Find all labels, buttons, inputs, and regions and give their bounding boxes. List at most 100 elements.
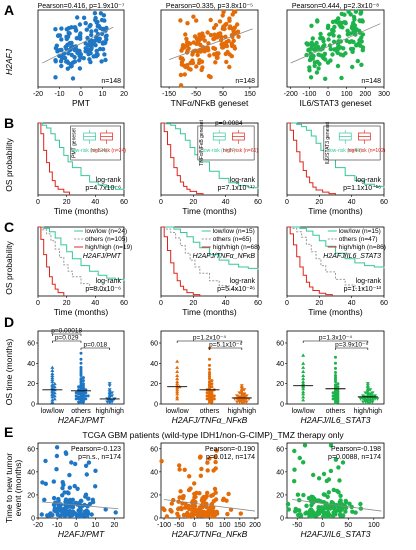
scatter-point xyxy=(331,28,336,34)
dot-plot-point xyxy=(52,381,57,386)
scatter-point xyxy=(212,36,217,41)
y-axis-title-e-line2: event (months) xyxy=(13,459,23,516)
scatter-point xyxy=(60,485,65,491)
scatter-point xyxy=(72,483,77,489)
y-tick-label: 0 xyxy=(280,402,284,409)
plot-frame xyxy=(286,9,385,88)
scatter-point xyxy=(330,52,335,57)
dot-plot-point xyxy=(175,387,180,392)
x-tick-label: 60 xyxy=(120,199,128,206)
dot-plot-point xyxy=(208,363,211,367)
x-tick-label: 300 xyxy=(378,91,390,98)
legend-high-risk: high-risk (n=24) xyxy=(91,148,126,154)
dot-plot-point xyxy=(210,385,214,389)
scatter-point xyxy=(220,13,225,18)
dot-plot-point xyxy=(52,391,57,395)
scatter-point xyxy=(185,21,190,26)
x-tick-label: 60 xyxy=(254,300,262,307)
x-tick-label: 60 xyxy=(380,199,388,206)
trend-line xyxy=(41,501,119,510)
x-tick-label: -50 xyxy=(174,522,184,529)
scatter-point xyxy=(67,472,72,478)
panel-d-1: low/low others high/high 0 20 40 60 p=0.00018p=… xyxy=(27,328,125,425)
x-tick-label: 0 xyxy=(159,199,163,206)
dot-plot-point xyxy=(368,392,373,396)
dot-plot-point xyxy=(74,394,78,398)
scatter-point xyxy=(59,47,64,53)
x-tick-label: 150 xyxy=(244,91,256,98)
dot-plot-point xyxy=(331,394,335,398)
y-axis-title-e-line1: Time to new tumor xyxy=(4,453,14,523)
scatter-point xyxy=(216,33,222,39)
trend-line xyxy=(163,499,256,512)
scatter-point xyxy=(302,443,308,448)
x-tick-label: -150 xyxy=(162,91,176,98)
category-label: others xyxy=(200,408,220,415)
scatter-point xyxy=(191,14,196,19)
dot-plot-point xyxy=(363,391,368,395)
scatter-point xyxy=(184,43,190,48)
scatter-point xyxy=(93,15,98,21)
dot-plot-point xyxy=(79,377,83,381)
scatter-point xyxy=(86,52,91,57)
dot-plot-point xyxy=(50,395,55,399)
scatter-point xyxy=(73,511,78,516)
scatter-point xyxy=(83,21,88,26)
dot-plot-point xyxy=(81,382,85,386)
scatter-point xyxy=(322,52,327,58)
x-tick-label: 200 xyxy=(360,91,372,98)
dot-plot-point xyxy=(175,381,180,386)
scatter-point xyxy=(66,30,71,36)
scatter-point xyxy=(54,445,60,450)
dot-plot-point xyxy=(334,376,337,380)
scatter-point xyxy=(183,32,188,37)
scatter-point xyxy=(315,18,320,23)
scatter-point xyxy=(310,56,315,61)
legend-low-risk: low-risk (n=124) xyxy=(72,148,108,154)
scatter-point xyxy=(94,20,99,25)
dot-plot-point xyxy=(52,384,57,389)
scatter-point xyxy=(58,502,64,507)
dot-plot-point xyxy=(84,397,88,401)
scatter-point xyxy=(323,510,328,516)
scatter-point xyxy=(81,15,87,20)
dot-plot-point xyxy=(50,392,55,396)
scatter-point xyxy=(204,47,209,52)
panel-label-a: A xyxy=(4,2,14,18)
x-tick-label: 0 xyxy=(36,199,40,206)
survival-curve xyxy=(287,226,366,290)
scatter-point xyxy=(328,443,334,448)
scatter-point xyxy=(332,504,337,510)
dot-plot-point xyxy=(107,401,112,405)
dot-plot-point xyxy=(336,394,340,398)
scatter-point xyxy=(301,460,306,465)
dot-plot-point xyxy=(79,351,83,355)
scatter-point xyxy=(84,27,90,32)
x-tick-label: 50 xyxy=(206,522,214,529)
scatter-point xyxy=(209,511,214,516)
dot-plot-point xyxy=(107,388,112,392)
dot-plot-point xyxy=(212,394,216,398)
dot-plot-point xyxy=(175,365,180,369)
scatter-point xyxy=(221,45,226,50)
scatter-point xyxy=(332,24,337,30)
scatter-point xyxy=(60,493,65,498)
panel-a-1: -20 -10 0 10 20 Pearson=0.416, p=1.9x10⁻⁷ n=14… xyxy=(33,3,128,108)
dot-plot-point xyxy=(301,365,306,369)
dot-plot-point xyxy=(237,395,242,399)
logrank-p-value: p=1.1x10⁻¹⁶ xyxy=(343,185,381,192)
x-tick-label: 0 xyxy=(159,300,163,307)
scatter-point xyxy=(213,455,218,460)
scatter-point xyxy=(40,480,45,485)
survival-curve xyxy=(287,122,336,195)
dot-plot-point xyxy=(105,400,110,404)
dot-plot-point xyxy=(239,384,244,388)
scatter-point xyxy=(343,509,348,514)
scatter-point xyxy=(339,11,344,17)
dot-plot-point xyxy=(175,392,180,396)
scatter-point xyxy=(310,494,315,500)
survival-curve xyxy=(161,122,259,190)
scatter-point xyxy=(324,478,329,484)
scatter-point xyxy=(79,498,84,504)
scatter-point xyxy=(227,18,232,23)
